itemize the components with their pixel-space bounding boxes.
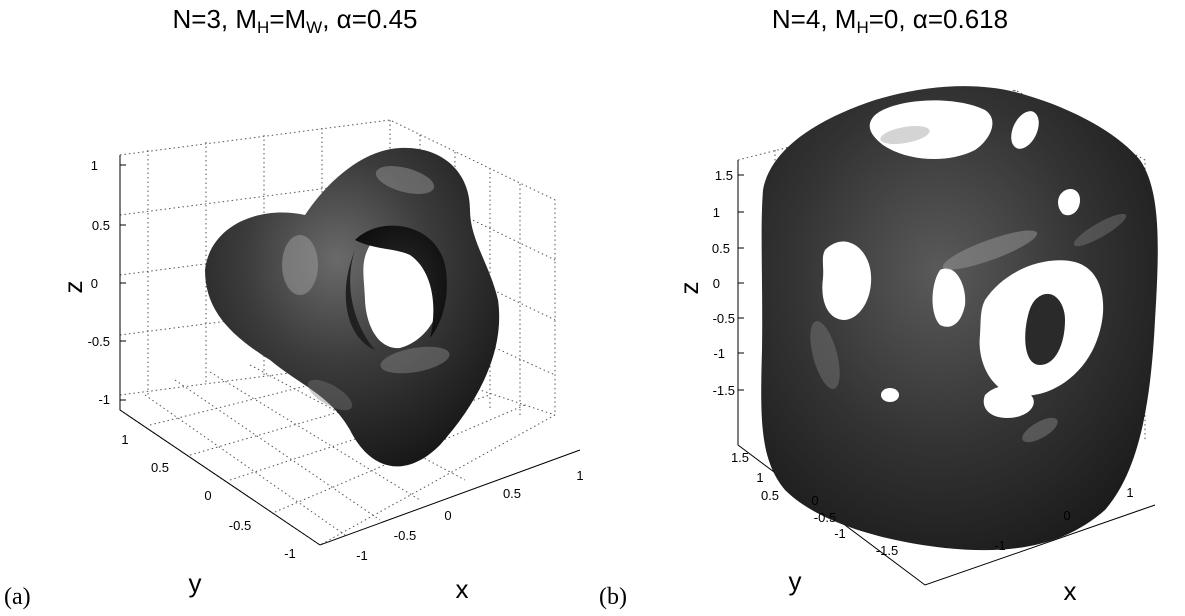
y-tick-label: 0.5 — [151, 460, 169, 475]
x-axis-label: x — [1064, 576, 1077, 606]
panel-a-grid — [119, 119, 556, 546]
z-tick-label: 1.5 — [715, 168, 733, 183]
x-tick-label: 0.5 — [503, 486, 521, 501]
panel-b-plot: 1.5 1 0.5 0 -0.5 -1 -1.5 1.5 1 0.5 0 -0.… — [674, 86, 1158, 606]
figure-panel-a: N=3, MH=MW, α=0.45 — [0, 0, 590, 616]
x-tick-label: -1 — [356, 548, 368, 563]
y-axis-label: y — [789, 566, 802, 596]
y-tick-label: 0 — [811, 493, 818, 508]
panel-a-z-ticks: 1 0.5 0 -0.5 -1 — [88, 158, 110, 407]
panel-b-surface — [761, 86, 1158, 551]
x-tick-label: 1 — [1126, 485, 1133, 500]
y-axis-label: y — [189, 568, 202, 598]
panel-b-z-ticks: 1.5 1 0.5 0 -0.5 -1 -1.5 — [712, 168, 735, 398]
z-tick-label: -1 — [98, 392, 110, 407]
y-tick-label: -0.5 — [814, 510, 836, 525]
y-tick-label: -1 — [284, 546, 296, 561]
y-tick-label: 0.5 — [761, 488, 779, 503]
panel-a-title: N=3, MH=MW, α=0.45 — [172, 4, 418, 37]
panel-a-x-ticks: -1 -0.5 0 0.5 1 — [356, 468, 583, 563]
panel-a-surface — [205, 147, 500, 467]
z-axis-label: z — [674, 282, 704, 295]
x-tick-label: -1 — [994, 538, 1006, 553]
z-axis-label: z — [58, 281, 88, 294]
panel-a-plot: 1 0.5 0 -0.5 -1 1 0.5 0 -0.5 -1 -1 -0.5 … — [58, 119, 584, 604]
x-tick-label: 1 — [576, 468, 583, 483]
panel-b-title: N=4, MH=0, α=0.618 — [771, 4, 1009, 37]
x-tick-label: -0.5 — [394, 528, 416, 543]
panel-b-x-ticks: -1 0 1 — [994, 485, 1133, 553]
z-tick-label: -1 — [713, 346, 725, 361]
x-tick-label: 0 — [444, 508, 451, 523]
figure-panel-b: N=4, MH=0, α=0.618 — [595, 0, 1185, 616]
z-tick-label: 0 — [91, 276, 98, 291]
panel-a-caption: (a) — [4, 584, 31, 610]
x-tick-label: 0 — [1063, 508, 1070, 523]
panel-a-y-ticks: 1 0.5 0 -0.5 -1 — [121, 432, 295, 561]
z-tick-label: 1 — [91, 158, 98, 173]
y-tick-label: -1 — [834, 526, 846, 541]
z-tick-label: -1.5 — [713, 383, 735, 398]
panel-a-axes — [119, 155, 581, 546]
y-tick-label: -0.5 — [229, 518, 251, 533]
z-tick-label: -0.5 — [88, 334, 110, 349]
z-tick-label: 1 — [713, 205, 720, 220]
panel-b-caption: (b) — [599, 584, 627, 610]
y-tick-label: 1 — [121, 432, 128, 447]
z-tick-label: 0 — [713, 276, 720, 291]
panel-b-y-ticks: 1.5 1 0.5 0 -0.5 -1 -1.5 — [731, 450, 898, 558]
z-tick-label: -0.5 — [713, 311, 735, 326]
y-tick-label: 1.5 — [731, 450, 749, 465]
x-axis-label: x — [456, 574, 469, 604]
y-tick-label: 1 — [756, 470, 763, 485]
z-tick-label: 0.5 — [712, 241, 730, 256]
y-tick-label: 0 — [204, 488, 211, 503]
y-tick-label: -1.5 — [876, 543, 898, 558]
z-tick-label: 0.5 — [92, 218, 110, 233]
